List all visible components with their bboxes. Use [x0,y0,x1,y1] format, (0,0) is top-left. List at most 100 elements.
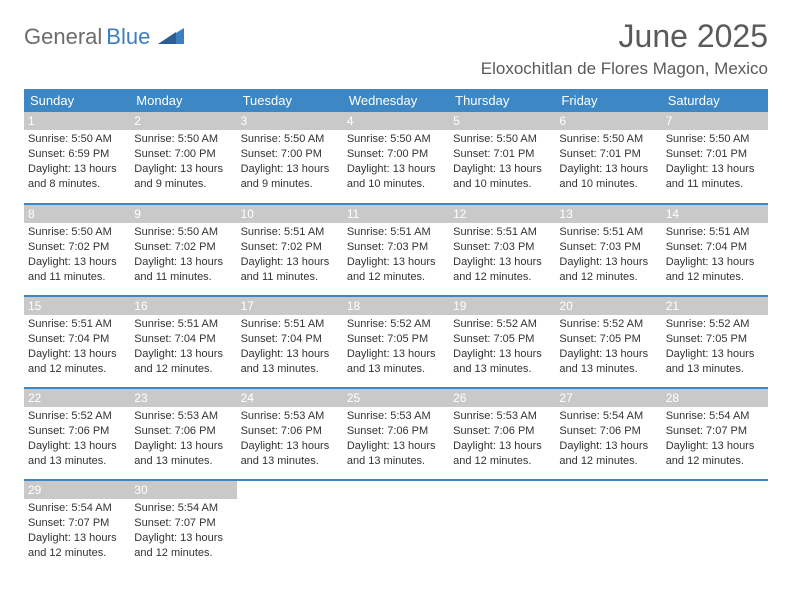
sunset-line: Sunset: 7:06 PM [347,424,445,439]
day-number: 11 [343,205,449,223]
calendar-cell: 25Sunrise: 5:53 AMSunset: 7:06 PMDayligh… [343,388,449,480]
daylight-line: Daylight: 13 hours and 13 minutes. [28,439,126,469]
calendar-cell: 6Sunrise: 5:50 AMSunset: 7:01 PMDaylight… [555,112,661,204]
calendar-row: 15Sunrise: 5:51 AMSunset: 7:04 PMDayligh… [24,296,768,388]
calendar-cell: 20Sunrise: 5:52 AMSunset: 7:05 PMDayligh… [555,296,661,388]
sunset-line: Sunset: 7:04 PM [28,332,126,347]
day-number: 22 [24,389,130,407]
daylight-line: Daylight: 13 hours and 10 minutes. [453,162,551,192]
sunrise-line: Sunrise: 5:51 AM [134,317,232,332]
day-number: 20 [555,297,661,315]
daylight-line: Daylight: 13 hours and 12 minutes. [666,255,764,285]
sunrise-line: Sunrise: 5:53 AM [347,409,445,424]
sunrise-line: Sunrise: 5:50 AM [241,132,339,147]
daylight-line: Daylight: 13 hours and 11 minutes. [134,255,232,285]
day-number: 30 [130,481,236,499]
calendar-cell: 11Sunrise: 5:51 AMSunset: 7:03 PMDayligh… [343,204,449,296]
sunset-line: Sunset: 7:03 PM [559,240,657,255]
sunrise-line: Sunrise: 5:53 AM [134,409,232,424]
sunrise-line: Sunrise: 5:50 AM [28,132,126,147]
daylight-line: Daylight: 13 hours and 12 minutes. [28,347,126,377]
sunrise-line: Sunrise: 5:52 AM [453,317,551,332]
day-number: 27 [555,389,661,407]
sunset-line: Sunset: 7:03 PM [347,240,445,255]
daylight-line: Daylight: 13 hours and 12 minutes. [453,255,551,285]
daylight-line: Daylight: 13 hours and 12 minutes. [559,255,657,285]
daylight-line: Daylight: 13 hours and 13 minutes. [666,347,764,377]
weekday-header: Monday [130,89,236,112]
calendar-cell: 22Sunrise: 5:52 AMSunset: 7:06 PMDayligh… [24,388,130,480]
daylight-line: Daylight: 13 hours and 12 minutes. [134,347,232,377]
calendar-cell: 29Sunrise: 5:54 AMSunset: 7:07 PMDayligh… [24,480,130,572]
sunset-line: Sunset: 7:07 PM [28,516,126,531]
sunset-line: Sunset: 7:07 PM [666,424,764,439]
calendar-cell-empty [662,480,768,572]
daylight-line: Daylight: 13 hours and 13 minutes. [241,347,339,377]
daylight-line: Daylight: 13 hours and 12 minutes. [453,439,551,469]
sunset-line: Sunset: 7:00 PM [241,147,339,162]
sunrise-line: Sunrise: 5:52 AM [559,317,657,332]
calendar-cell: 18Sunrise: 5:52 AMSunset: 7:05 PMDayligh… [343,296,449,388]
daylight-line: Daylight: 13 hours and 9 minutes. [241,162,339,192]
day-number: 26 [449,389,555,407]
sunrise-line: Sunrise: 5:50 AM [28,225,126,240]
calendar-cell: 27Sunrise: 5:54 AMSunset: 7:06 PMDayligh… [555,388,661,480]
day-number: 28 [662,389,768,407]
day-number: 4 [343,112,449,130]
sunset-line: Sunset: 7:00 PM [134,147,232,162]
calendar-cell: 12Sunrise: 5:51 AMSunset: 7:03 PMDayligh… [449,204,555,296]
sunset-line: Sunset: 7:07 PM [134,516,232,531]
calendar-cell: 15Sunrise: 5:51 AMSunset: 7:04 PMDayligh… [24,296,130,388]
sunset-line: Sunset: 7:06 PM [241,424,339,439]
calendar-cell: 19Sunrise: 5:52 AMSunset: 7:05 PMDayligh… [449,296,555,388]
sunrise-line: Sunrise: 5:54 AM [666,409,764,424]
daylight-line: Daylight: 13 hours and 13 minutes. [347,347,445,377]
sunset-line: Sunset: 7:04 PM [134,332,232,347]
calendar-cell-empty [237,480,343,572]
sunrise-line: Sunrise: 5:50 AM [134,225,232,240]
sunrise-line: Sunrise: 5:53 AM [241,409,339,424]
weekday-header: Sunday [24,89,130,112]
sunset-line: Sunset: 7:01 PM [453,147,551,162]
calendar-cell: 21Sunrise: 5:52 AMSunset: 7:05 PMDayligh… [662,296,768,388]
calendar-cell-empty [449,480,555,572]
day-number: 18 [343,297,449,315]
weekday-header: Saturday [662,89,768,112]
sunrise-line: Sunrise: 5:52 AM [28,409,126,424]
sunrise-line: Sunrise: 5:54 AM [134,501,232,516]
calendar-cell: 24Sunrise: 5:53 AMSunset: 7:06 PMDayligh… [237,388,343,480]
day-number: 24 [237,389,343,407]
sunrise-line: Sunrise: 5:51 AM [666,225,764,240]
sunset-line: Sunset: 7:06 PM [559,424,657,439]
calendar-cell: 17Sunrise: 5:51 AMSunset: 7:04 PMDayligh… [237,296,343,388]
day-number: 16 [130,297,236,315]
sunset-line: Sunset: 7:04 PM [241,332,339,347]
sunset-line: Sunset: 7:02 PM [28,240,126,255]
day-number: 10 [237,205,343,223]
day-number: 3 [237,112,343,130]
daylight-line: Daylight: 13 hours and 11 minutes. [241,255,339,285]
logo-triangle-icon [158,26,184,49]
sunrise-line: Sunrise: 5:51 AM [241,225,339,240]
day-number: 2 [130,112,236,130]
daylight-line: Daylight: 13 hours and 8 minutes. [28,162,126,192]
sunset-line: Sunset: 7:03 PM [453,240,551,255]
day-number: 21 [662,297,768,315]
logo: GeneralBlue [24,18,184,50]
day-number: 23 [130,389,236,407]
daylight-line: Daylight: 13 hours and 12 minutes. [134,531,232,561]
daylight-line: Daylight: 13 hours and 13 minutes. [347,439,445,469]
daylight-line: Daylight: 13 hours and 12 minutes. [559,439,657,469]
sunrise-line: Sunrise: 5:50 AM [559,132,657,147]
day-number: 19 [449,297,555,315]
day-number: 14 [662,205,768,223]
day-number: 8 [24,205,130,223]
sunrise-line: Sunrise: 5:52 AM [347,317,445,332]
calendar-cell-empty [555,480,661,572]
calendar-row: 1Sunrise: 5:50 AMSunset: 6:59 PMDaylight… [24,112,768,204]
sunset-line: Sunset: 7:05 PM [453,332,551,347]
sunrise-line: Sunrise: 5:52 AM [666,317,764,332]
daylight-line: Daylight: 13 hours and 12 minutes. [347,255,445,285]
sunrise-line: Sunrise: 5:51 AM [241,317,339,332]
sunset-line: Sunset: 7:00 PM [347,147,445,162]
